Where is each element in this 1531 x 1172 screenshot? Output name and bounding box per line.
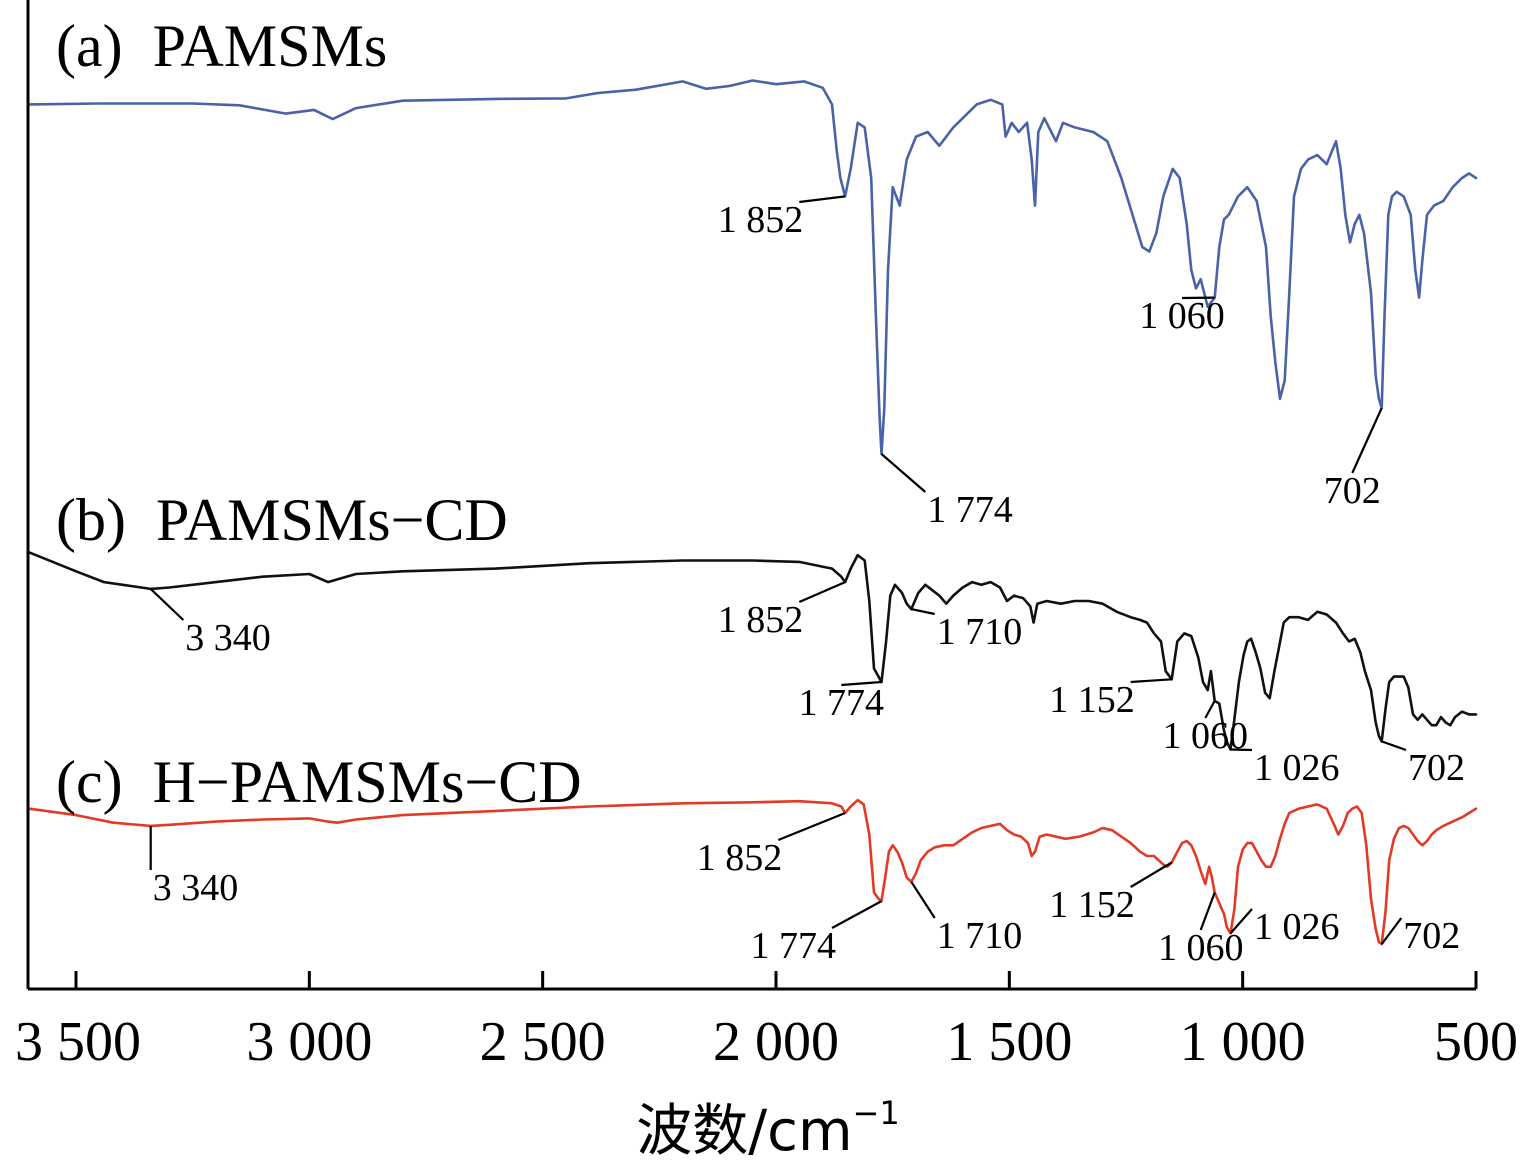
x-tick-label: 500 (1434, 1011, 1518, 1073)
series-label-1: (a) PAMSMs (56, 13, 387, 79)
annotation-label: 1 774 (927, 489, 1013, 531)
annotation-leader (1229, 908, 1253, 935)
annotation-label: 1 774 (799, 682, 885, 724)
annotation-label: 3 340 (185, 617, 270, 659)
annotation-label: 1 774 (751, 925, 837, 967)
annotation-label: 3 340 (153, 867, 239, 909)
annotation-label: 1 710 (937, 915, 1023, 957)
annotation-label: 1 060 (1158, 927, 1244, 969)
annotation-label: 1 026 (1254, 747, 1340, 789)
annotation-leader (880, 453, 927, 493)
annotation-leader (1130, 678, 1172, 684)
annotation-label: 1 852 (718, 199, 804, 241)
annotation-leader (1351, 407, 1383, 474)
annotation-label: 702 (1408, 747, 1465, 789)
annotation-leader (841, 680, 882, 687)
annotation-label: 1 852 (697, 837, 783, 879)
annotation-label: 1 060 (1139, 295, 1225, 337)
annotation-leader (1230, 748, 1253, 752)
annotation-label: 702 (1324, 470, 1381, 512)
annotation-leader (798, 581, 846, 604)
annotation-leader (1130, 861, 1173, 888)
spectrum-line-3 (28, 798, 1478, 946)
annotation-leader (1199, 892, 1216, 931)
annotation-leader (1381, 740, 1407, 752)
x-tick-label: 1 500 (946, 1011, 1072, 1073)
series-label-2: (b) PAMSMs−CD (56, 487, 508, 553)
annotation-label: 702 (1403, 915, 1460, 957)
annotation-leader (911, 608, 935, 616)
annotation-leader (799, 195, 846, 204)
spectrum-line-1 (28, 79, 1478, 456)
x-tick-label: 3 000 (246, 1011, 372, 1073)
annotation-leader (149, 588, 185, 621)
annotation-leader (831, 900, 883, 929)
annotation-leader (1380, 917, 1403, 945)
annotation-label: 1 152 (1049, 884, 1135, 926)
series-label-3: (c) H−PAMSMs−CD (56, 749, 582, 815)
x-axis-ticks: 3 500 3 000 2 500 2 000 1 500 1 000 500 (15, 971, 1518, 1073)
series-labels: (a) PAMSMs (b) PAMSMs−CD (c) H−PAMSMs−CD (56, 13, 582, 815)
x-axis-label: 波数/cm−1 (636, 1094, 899, 1164)
annotation-label: 1 026 (1254, 906, 1340, 948)
x-tick-label: 3 500 (15, 1011, 141, 1073)
annotation-label: 1 852 (718, 599, 804, 641)
annotation-label: 1 152 (1049, 679, 1135, 721)
x-tick-label: 2 500 (480, 1011, 606, 1073)
x-tick-label: 1 000 (1180, 1011, 1306, 1073)
annotation-leader (910, 881, 936, 919)
peak-annotations: 1 852 1 774 1 060 702 3 340 1 852 1 710 1 774 1 … (149, 195, 1465, 969)
annotation-leader (777, 811, 846, 842)
annotation-leader (1204, 700, 1216, 719)
x-tick-label: 2 000 (713, 1011, 839, 1073)
annotation-label: 1 710 (937, 611, 1023, 653)
